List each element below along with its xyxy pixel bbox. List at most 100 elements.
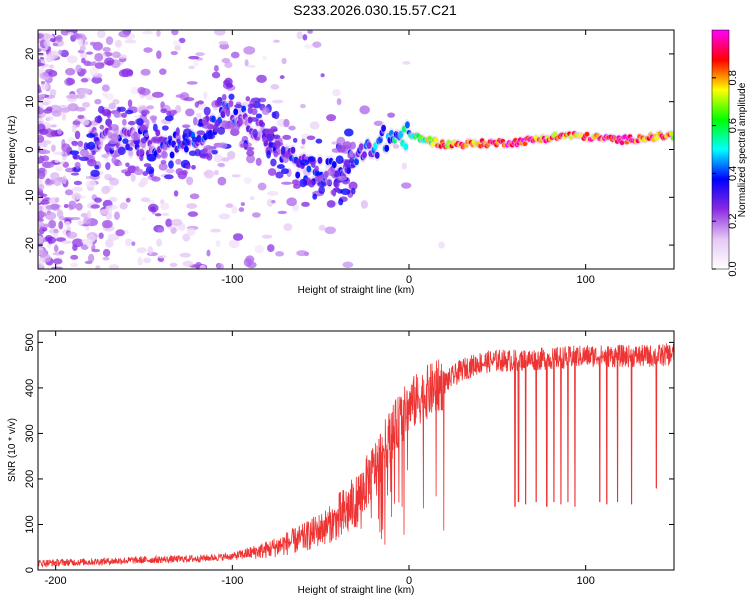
noise-blob	[55, 237, 67, 242]
noise-blob	[192, 60, 199, 67]
noise-blob	[186, 227, 196, 236]
noise-blob	[115, 229, 125, 237]
noise-blob	[196, 103, 207, 110]
noise-blob	[38, 88, 42, 94]
noise-blob	[105, 162, 111, 170]
secondary-blob	[160, 151, 168, 159]
noise-blob	[213, 154, 224, 163]
secondary-blob	[94, 140, 101, 146]
secondary-blob	[144, 132, 149, 138]
noise-blob	[58, 49, 63, 55]
secondary-blob	[275, 171, 284, 179]
secondary-blob	[249, 117, 259, 122]
noise-blob	[178, 37, 186, 44]
top-x-tick-label: 0	[406, 274, 412, 286]
top-y-tick-label: 20	[24, 48, 36, 60]
secondary-blob	[160, 108, 168, 114]
noise-blob	[199, 264, 206, 269]
noise-blob	[56, 209, 64, 219]
noise-blob	[373, 120, 383, 127]
noise-blob	[102, 47, 111, 53]
noise-blob	[169, 262, 178, 268]
noise-blob	[87, 253, 95, 263]
noise-blob	[77, 33, 83, 39]
ridge-point	[295, 171, 301, 179]
noise-blob	[67, 31, 74, 36]
secondary-blob	[167, 135, 173, 141]
secondary-blob	[125, 162, 130, 168]
noise-blob	[296, 31, 303, 40]
bottom-x-tick-label: 0	[406, 575, 412, 587]
bottom-x-tick-label: -200	[45, 575, 67, 587]
ridge-point	[384, 144, 390, 152]
noise-blob	[140, 177, 149, 186]
noise-blob	[157, 227, 165, 233]
secondary-blob	[71, 141, 78, 147]
ridge-point	[233, 108, 239, 116]
noise-blob	[140, 197, 151, 203]
secondary-blob	[111, 156, 117, 164]
secondary-blob	[166, 110, 172, 116]
secondary-blob	[145, 119, 150, 128]
ridge-point	[670, 135, 674, 141]
secondary-blob	[196, 134, 202, 143]
top-y-tick-label: 0	[24, 146, 36, 152]
noise-blob	[146, 105, 155, 110]
noise-blob	[66, 93, 78, 103]
colorbar-tick-label: 0.6	[727, 118, 739, 133]
ridge-point	[346, 166, 351, 174]
bottom-y-tick-label: 400	[24, 379, 36, 397]
secondary-blob	[121, 112, 127, 118]
noise-blob	[38, 264, 42, 269]
secondary-blob	[295, 161, 301, 168]
secondary-blob	[185, 164, 191, 170]
secondary-blob	[203, 106, 211, 116]
noise-blob	[43, 39, 51, 48]
noise-blob	[49, 64, 54, 69]
noise-blob	[324, 226, 336, 235]
noise-blob	[79, 45, 86, 52]
noise-blob	[251, 212, 261, 218]
secondary-blob	[194, 148, 201, 157]
secondary-blob	[266, 150, 271, 159]
noise-blob	[301, 201, 310, 207]
noise-blob	[66, 77, 76, 86]
secondary-blob	[317, 181, 327, 188]
noise-blob	[189, 193, 200, 200]
noise-blob	[213, 169, 219, 176]
secondary-blob	[273, 134, 281, 140]
bottom-x-ticks: -200 -100 0 100	[45, 331, 595, 587]
secondary-blob	[314, 165, 319, 172]
secondary-blob	[292, 137, 298, 143]
noise-blob	[277, 210, 288, 215]
snr-dropouts	[514, 356, 657, 507]
noise-blob	[304, 44, 314, 49]
noise-blob	[58, 250, 65, 255]
noise-blob	[156, 50, 162, 60]
noise-blob	[72, 238, 84, 248]
ridge-point	[433, 137, 439, 143]
noise-blob	[53, 228, 59, 234]
ridge-point	[290, 146, 296, 154]
noise-blob	[243, 46, 256, 55]
noise-blob	[118, 161, 123, 166]
noise-blob	[67, 103, 79, 112]
noise-blob	[38, 106, 44, 115]
noise-blob	[38, 134, 45, 144]
noise-blob	[103, 220, 111, 227]
noise-blob	[71, 192, 82, 201]
noise-blob	[225, 203, 234, 208]
noise-blob	[64, 189, 74, 196]
noise-blob	[301, 138, 306, 145]
ridge-point	[584, 131, 590, 137]
noise-blob	[254, 244, 264, 254]
bottom-x-tick-label: 100	[576, 575, 594, 587]
bottom-plot-frame	[37, 330, 675, 571]
noise-blob	[188, 65, 195, 70]
noise-blob	[188, 55, 200, 60]
noise-blob	[94, 98, 102, 105]
noise-blob	[181, 124, 191, 129]
noise-blob	[104, 57, 115, 66]
noise-blob	[80, 78, 89, 83]
ridge-point	[306, 165, 312, 173]
